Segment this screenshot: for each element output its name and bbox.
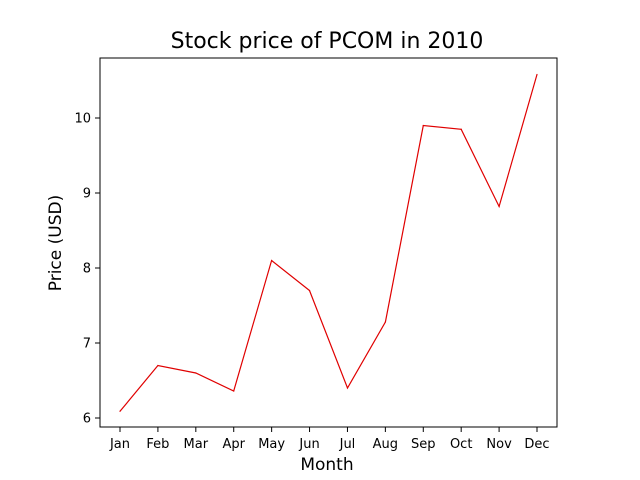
plot-area: Jan Feb Mar Apr May Jun Jul Aug Sep Oct Nov Dec 6 7 8… (74, 58, 557, 452)
data-point (385, 321, 386, 322)
x-tick-label: Jan (109, 437, 130, 452)
x-tick-label: May (258, 437, 285, 452)
x-tick-label: Feb (146, 437, 169, 452)
x-tick-label: Sep (411, 437, 436, 452)
plot-frame (100, 58, 557, 427)
x-tick-label: Jun (298, 437, 319, 452)
data-point (461, 129, 462, 130)
data-point (498, 206, 499, 207)
data-point (347, 387, 348, 388)
x-tick-label: Jul (339, 437, 356, 452)
y-tick-label: 9 (83, 187, 91, 202)
series-line (120, 75, 537, 412)
x-axis: Jan Feb Mar Apr May Jun Jul Aug Sep Oct Nov Dec (109, 427, 550, 452)
y-tick-label: 8 (83, 262, 91, 277)
x-tick-label: Apr (222, 437, 245, 452)
series-layer (119, 74, 537, 412)
x-axis-label: Month (300, 455, 353, 475)
data-point (536, 74, 537, 75)
data-point (119, 411, 120, 412)
y-axis: 6 7 8 9 10 (74, 112, 100, 427)
data-point (271, 260, 272, 261)
data-point (195, 372, 196, 373)
y-axis-label: Price (USD) (46, 195, 66, 291)
x-tick-label: Oct (450, 437, 472, 452)
data-point (157, 365, 158, 366)
x-tick-label: Aug (373, 437, 398, 452)
data-point (233, 390, 234, 391)
x-tick-label: Mar (184, 437, 209, 452)
x-tick-label: Nov (486, 437, 512, 452)
y-tick-label: 10 (74, 112, 91, 127)
data-point (309, 290, 310, 291)
y-tick-label: 6 (83, 412, 91, 427)
chart-title: Stock price of PCOM in 2010 (171, 29, 484, 54)
y-tick-label: 7 (83, 337, 91, 352)
data-point (423, 125, 424, 126)
x-tick-label: Dec (524, 437, 549, 452)
